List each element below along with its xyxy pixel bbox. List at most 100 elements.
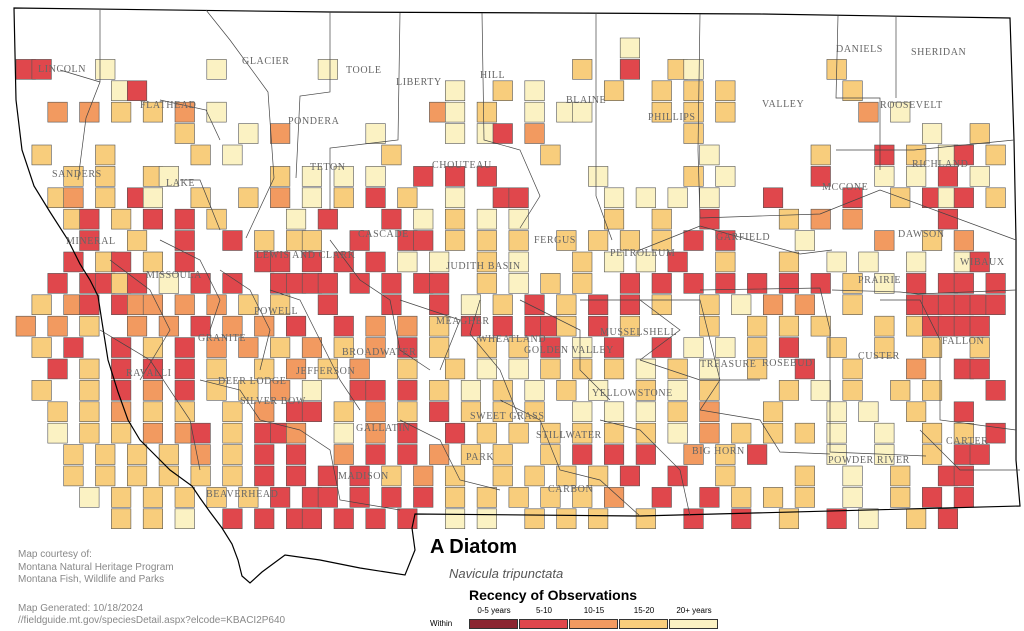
observation-cell <box>842 294 863 315</box>
county-label: ROOSEVELT <box>880 100 943 111</box>
observation-cell <box>762 294 784 315</box>
county-label: LIBERTY <box>396 77 442 88</box>
observation-cell <box>683 59 704 80</box>
observation-cell <box>683 166 704 187</box>
observation-cell <box>317 59 338 80</box>
observation-cell <box>492 294 513 315</box>
observation-cell <box>333 401 354 422</box>
observation-cell <box>79 380 100 401</box>
observation-cell <box>540 358 561 380</box>
observation-cell <box>810 208 831 230</box>
observation-cell <box>778 508 800 529</box>
observation-cell <box>476 166 497 187</box>
observation-cell <box>444 187 466 209</box>
observation-cell <box>699 380 720 401</box>
observation-cell <box>842 380 863 401</box>
observation-cell <box>985 144 1006 166</box>
observation-cell <box>444 101 466 123</box>
observation-cell <box>206 337 227 358</box>
county-label: PRAIRIE <box>858 275 901 286</box>
observation-cell <box>556 508 577 529</box>
observation-cell <box>556 230 577 251</box>
observation-cell <box>603 80 625 102</box>
observation-cell <box>715 80 736 102</box>
observation-cell <box>397 251 418 273</box>
observation-cell <box>715 337 736 358</box>
observation-cell <box>333 251 354 273</box>
observation-cell <box>333 422 354 444</box>
observation-cell <box>842 358 863 380</box>
county-labels: GLACIER TOOLE LIBERTY HILL BLAINE PHILLIPS VAL… <box>38 44 1004 500</box>
observation-cell <box>142 380 163 401</box>
observation-cell <box>476 422 497 444</box>
observation-cell <box>174 294 195 315</box>
observation-cell <box>683 230 704 251</box>
observation-cell <box>381 487 402 508</box>
observation-cell <box>317 273 338 294</box>
observation-cell <box>699 315 720 337</box>
observation-cell <box>174 123 195 144</box>
observation-cell <box>254 358 275 380</box>
observation-cell <box>953 401 974 422</box>
observation-cell <box>174 380 195 401</box>
observation-cell <box>874 230 895 251</box>
observation-cell <box>572 101 593 123</box>
observation-cell <box>747 315 768 337</box>
observation-cell <box>508 422 529 444</box>
state-outline <box>13 7 1021 584</box>
observation-cell <box>301 230 323 251</box>
observation-cell <box>333 444 354 465</box>
observation-cell <box>699 208 720 230</box>
observation-cell <box>794 422 815 444</box>
observation-cell <box>715 444 736 465</box>
county-label: SANDERS <box>52 169 102 180</box>
observation-cell <box>365 401 386 422</box>
county-label: FLATHEAD <box>140 100 196 111</box>
observation-cell <box>174 487 195 508</box>
observation-cell <box>31 144 52 166</box>
observation-cell <box>508 251 529 273</box>
observation-cell <box>174 251 195 273</box>
observation-cell <box>381 465 402 487</box>
observation-cell <box>953 230 974 251</box>
observation-cell <box>397 422 418 444</box>
observation-cell <box>95 166 116 187</box>
observation-cell <box>254 315 275 337</box>
county-label: CASCADE <box>358 229 409 240</box>
observation-cell <box>969 166 990 187</box>
observation-cell <box>111 337 132 358</box>
observation-cell <box>906 166 927 187</box>
county-label: TETON <box>310 162 346 173</box>
observation-cell <box>683 123 704 144</box>
observation-cell <box>222 422 243 444</box>
observation-cell <box>953 465 974 487</box>
observation-cell <box>524 380 545 401</box>
county-label: DEER LODGE <box>218 376 287 387</box>
observation-cell <box>254 465 275 487</box>
observation-cell <box>95 59 116 80</box>
observation-cell <box>476 508 497 529</box>
observation-cell <box>301 251 323 273</box>
observation-cell <box>174 508 195 529</box>
observation-cell <box>683 80 704 102</box>
observation-cell <box>79 294 100 315</box>
observation-cell <box>190 465 211 487</box>
observation-cell <box>572 251 593 273</box>
observation-cell <box>333 166 354 187</box>
observation-cell <box>572 273 593 294</box>
legend-item-5-10: 5-10 <box>519 606 569 630</box>
observation-cell <box>492 401 513 422</box>
observation-cell <box>540 422 561 444</box>
observation-cell <box>381 144 402 166</box>
observation-cell <box>572 358 593 380</box>
observation-cell <box>588 465 609 487</box>
observation-cell <box>476 487 497 508</box>
observation-cell <box>492 465 513 487</box>
observation-cell <box>63 251 84 273</box>
observation-cell <box>619 315 641 337</box>
observation-cell <box>588 294 609 315</box>
observation-cell <box>63 187 84 209</box>
county-label: DANIELS <box>836 44 883 55</box>
observation-cell <box>762 401 784 422</box>
observation-cell <box>699 144 720 166</box>
